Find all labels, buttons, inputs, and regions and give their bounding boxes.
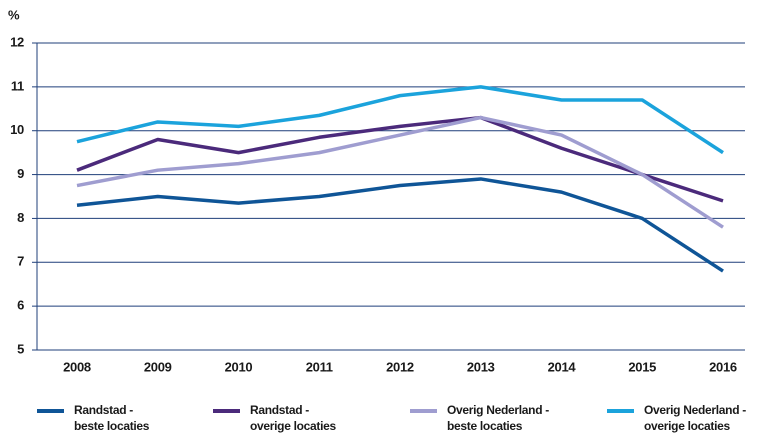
y-tick-label: 11 xyxy=(11,78,24,93)
y-unit: % xyxy=(8,7,20,22)
y-tick-label: 7 xyxy=(17,254,24,269)
y-tick-label: 10 xyxy=(10,122,24,137)
legend-label: Randstad -overige locaties xyxy=(250,403,337,433)
x-tick-label: 2012 xyxy=(386,359,414,374)
series-line xyxy=(76,115,724,229)
series-line xyxy=(76,115,724,203)
y-tick-label: 5 xyxy=(17,341,24,356)
x-tick-label: 2013 xyxy=(467,359,495,374)
x-tick-label: 2011 xyxy=(306,359,333,374)
legend-label: Randstad -beste locaties xyxy=(74,403,150,433)
series-line xyxy=(76,177,724,273)
x-tick-label: 2015 xyxy=(628,359,656,374)
y-tick-label: 12 xyxy=(10,34,24,49)
y-tick-label: 9 xyxy=(17,166,24,181)
x-tick-label: 2009 xyxy=(144,359,172,374)
series-line xyxy=(76,85,724,155)
y-tick-label: 6 xyxy=(17,298,24,313)
x-tick-label: 2010 xyxy=(225,359,253,374)
legend-label: Overig Nederland -overige locaties xyxy=(644,403,746,433)
x-tick-label: 2014 xyxy=(548,359,577,374)
x-tick-label: 2008 xyxy=(63,359,91,374)
legend-label: Overig Nederland -beste locaties xyxy=(447,403,549,433)
y-tick-label: 8 xyxy=(17,210,24,225)
x-tick-label: 2016 xyxy=(709,359,737,374)
